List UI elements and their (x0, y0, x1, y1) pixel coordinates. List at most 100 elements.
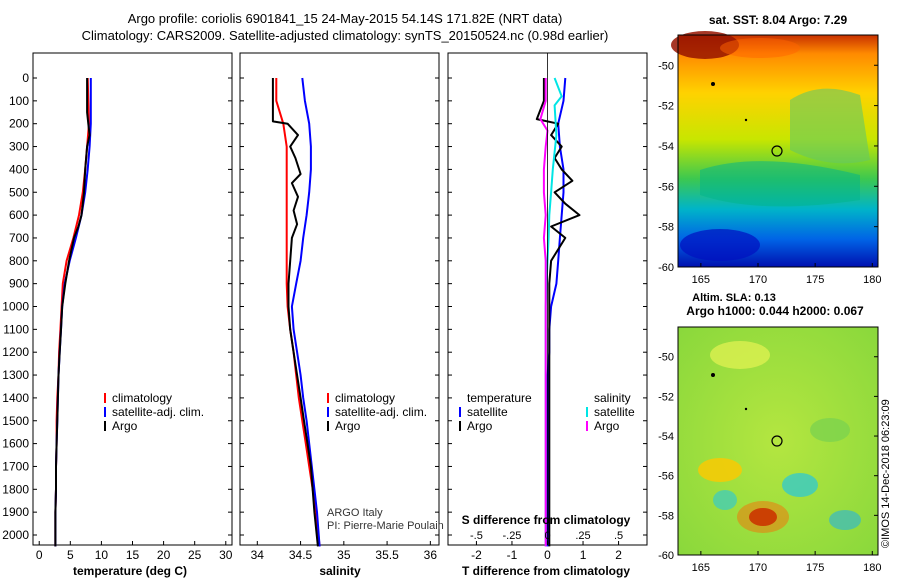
legend-mark-sal-satellite (586, 407, 588, 417)
legend-label-satellite: satellite-adj. clim. (335, 405, 427, 419)
x-tick-label: 10 (95, 548, 109, 562)
depth-tick-label: 1500 (2, 414, 29, 428)
x-tick-label: 36 (424, 548, 438, 562)
annotation-pi-name: PI: Pierre-Marie Poulain (327, 520, 444, 532)
map-y-tick-label: -58 (658, 222, 674, 234)
depth-tick-label: 2000 (2, 528, 29, 542)
series-line-satellite-adj-clim- (290, 77, 321, 547)
x-tick-label: 1 (580, 548, 587, 562)
sla-patch (737, 501, 789, 533)
salinity-lines (271, 77, 321, 547)
annotation-argo-italy: ARGO Italy (327, 507, 383, 519)
salinity-legend: climatology satellite-adj. clim. Argo (327, 391, 427, 433)
depth-tick-label: 1000 (2, 300, 29, 314)
temperature-x-label: temperature (deg C) (73, 564, 187, 578)
sst-x-ticks: 165 170 175 180 (692, 263, 881, 286)
x-tick-label: 0 (544, 548, 551, 562)
legend-label-sal-satellite: satellite (594, 405, 635, 419)
legend-mark-satellite (104, 407, 106, 417)
map-x-tick-label: 170 (749, 562, 767, 574)
x-tick-label: 35 (337, 548, 351, 562)
map-y-tick-label: -56 (658, 471, 674, 483)
sla-patch (782, 473, 818, 497)
legend-mark-temp-argo (459, 421, 461, 431)
sla-patch (810, 418, 850, 442)
legend-mark-temp-satellite (459, 407, 461, 417)
difference-x-ticks: -2 -1 0 1 2 (448, 53, 647, 562)
legend-mark-climatology (327, 393, 329, 403)
depth-axis-labels: 0 100 200 300 400 500 600 700 800 900 1000 1100 1200… (2, 71, 29, 542)
legend-heading-salinity: salinity (594, 391, 631, 405)
map-y-tick-label: -52 (658, 391, 674, 403)
sst-warm-patch (671, 31, 739, 59)
island-marker (744, 407, 748, 411)
sst-y-ticks: -50 -52 -54 -56 -58 -60 (658, 60, 878, 274)
map-y-tick-label: -54 (658, 431, 674, 443)
s-tick-label: -.5 (470, 530, 483, 542)
salinity-x-ticks: 34 34.5 35 35.5 36 (240, 77, 439, 562)
map-x-tick-label: 180 (863, 562, 881, 574)
map-y-tick-label: -60 (658, 550, 674, 562)
argo-location-marker (771, 435, 783, 447)
x-tick-label: 5 (67, 548, 74, 562)
difference-s-ticks: -.5 -.25 0 .25 .5 (470, 530, 623, 542)
depth-tick-label: 300 (9, 140, 29, 154)
x-tick-label: 34 (251, 548, 265, 562)
temperature-legend: climatology satellite-adj. clim. Argo (104, 391, 204, 433)
x-tick-label: -1 (507, 548, 518, 562)
depth-tick-label: 1100 (3, 322, 29, 336)
salinity-plot-frame (239, 52, 440, 546)
legend-mark-argo (327, 421, 329, 431)
series-line-argo (271, 78, 319, 547)
map-x-tick-label: 175 (806, 562, 824, 574)
difference-legend: temperature satellite Argo salinity sate… (459, 391, 635, 433)
legend-mark-sal-argo (586, 421, 588, 431)
map-y-tick-label: -56 (658, 181, 674, 193)
difference-x-label: T difference from climatology (462, 564, 630, 578)
sla-map-subtitle: Argo h1000: 0.044 h2000: 0.067 (686, 304, 864, 318)
island-marker (744, 118, 748, 122)
s-tick-label: -.25 (502, 530, 521, 542)
legend-heading-temperature: temperature (467, 391, 532, 405)
legend-label-sal-argo: Argo (594, 419, 620, 433)
x-tick-label: -2 (471, 548, 482, 562)
salinity-x-label: salinity (319, 564, 361, 578)
x-tick-label: 34.5 (289, 548, 313, 562)
sla-patch (829, 510, 861, 530)
legend-label-temp-argo: Argo (467, 419, 493, 433)
x-tick-label: 15 (126, 548, 140, 562)
legend-label-climatology: climatology (112, 391, 172, 405)
legend-mark-argo (104, 421, 106, 431)
map-x-tick-label: 170 (749, 274, 767, 286)
legend-mark-climatology (104, 393, 106, 403)
s-tick-label: .5 (614, 530, 623, 542)
series-line-salinity-argo (539, 78, 549, 547)
temperature-x-ticks: 0 5 10 15 20 25 30 (33, 77, 233, 562)
legend-label-argo: Argo (335, 419, 361, 433)
depth-tick-label: 1800 (2, 482, 29, 496)
map-x-tick-label: 180 (863, 274, 881, 286)
island-marker (711, 373, 715, 377)
sst-front-patch (700, 161, 860, 207)
depth-tick-label: 1900 (2, 505, 29, 519)
sla-map-title: Altim. SLA: 0.13 (692, 292, 776, 304)
x-tick-label: 20 (157, 548, 171, 562)
sst-map: sat. SST: 8.04 Argo: 7.29 -50-52-54-56-5… (658, 13, 881, 286)
depth-tick-label: 800 (9, 254, 29, 268)
sla-map: Altim. SLA: 0.13 Argo h1000: 0.044 h2000… (658, 292, 881, 574)
x-tick-label: 2 (615, 548, 622, 562)
sst-warm-patch (720, 38, 800, 58)
x-tick-label: 30 (219, 548, 233, 562)
map-x-tick-label: 175 (806, 274, 824, 286)
difference-panel: -2 -1 0 1 2 -.5 -.25 0 .25 .5 T difference from … (447, 52, 648, 578)
argo-location-marker (771, 145, 783, 157)
figure-title-line1: Argo profile: coriolis 6901841_15 24-May… (128, 11, 563, 26)
sst-map-title: sat. SST: 8.04 Argo: 7.29 (709, 13, 848, 27)
depth-tick-label: 0 (22, 71, 29, 85)
s-tick-label: 0 (544, 530, 550, 542)
x-tick-label: 25 (188, 548, 202, 562)
series-line-temperature-argo (535, 78, 581, 547)
depth-tick-label: 700 (9, 231, 29, 245)
sla-patch (713, 490, 737, 510)
sst-cold-patch (680, 229, 760, 261)
